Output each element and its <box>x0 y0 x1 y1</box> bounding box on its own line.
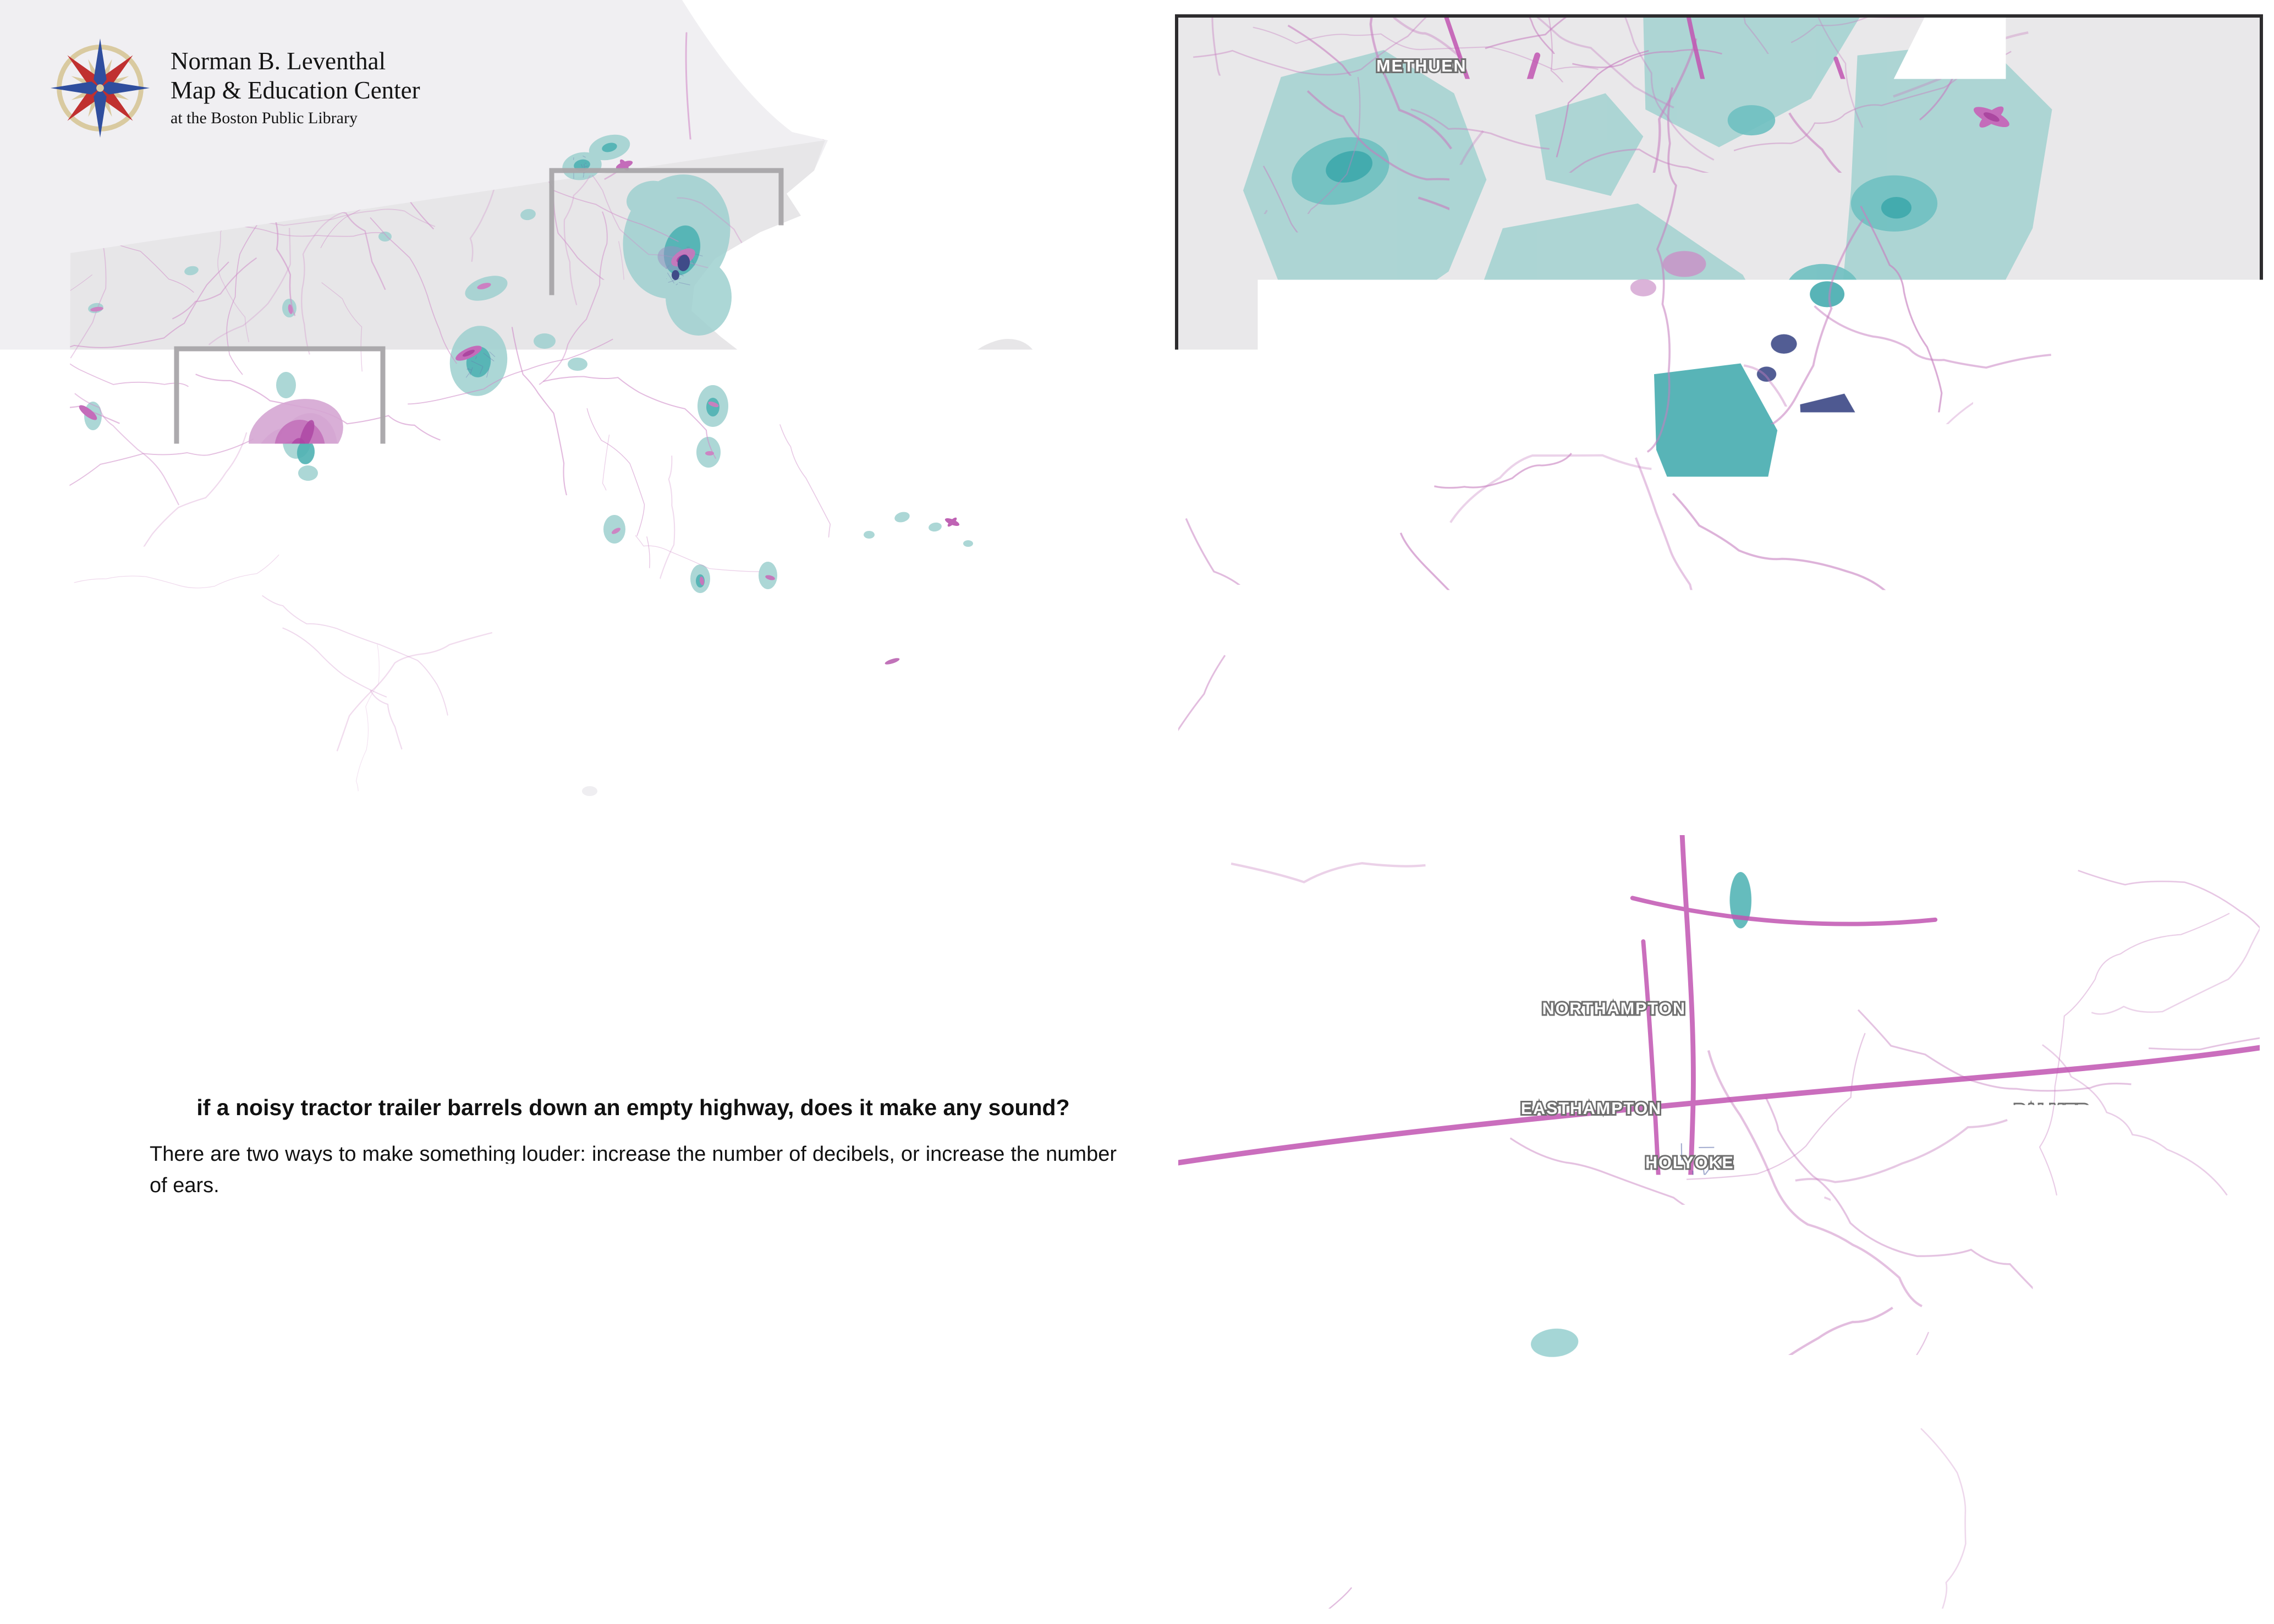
legend-cell <box>955 800 1018 868</box>
bay-inlet <box>674 583 685 677</box>
boston-map: METHUEN LOWELL BEVERLY PEABODY SALEM LYNN WOBU… <box>1178 18 2260 799</box>
map-label: CHICOPEE <box>1733 1187 1829 1205</box>
map-label: WOBURN <box>1524 290 1607 309</box>
legend-x-label: more people <box>954 1011 1117 1041</box>
map-label: WATERTOWN <box>1507 469 1627 487</box>
map-label: PALMER <box>2014 1101 2090 1120</box>
map-label: CAMBRIDGE <box>1564 443 1677 462</box>
map-label: LYNN <box>1760 249 1808 268</box>
street-grid-line <box>1486 508 1490 509</box>
minor-road <box>762 278 821 345</box>
minor-road <box>722 825 841 1048</box>
map-label: MARLBOROUGH <box>1204 603 1352 622</box>
logo-title-line2: Map & Education Center <box>171 76 420 105</box>
map-label: LEXINGTON <box>1432 375 1539 393</box>
map-label: SALEM <box>1830 178 1893 196</box>
map-label: WESTFIELD <box>1547 1296 1654 1314</box>
nantucket <box>1002 638 1086 669</box>
map-label: METHUEN <box>1376 57 1466 75</box>
connecticut-river <box>131 913 138 1161</box>
up-arrow-icon <box>865 947 867 1006</box>
article: if a noisy tractor trailer barrels down … <box>150 1094 1117 1545</box>
map-label: SPRINGFIELD <box>1773 1278 1898 1297</box>
legend-y-label: more noise <box>846 797 876 944</box>
map-label: MALDEN <box>1654 338 1732 356</box>
cape-cod <box>868 352 1027 494</box>
legend-cell <box>1018 936 1081 1005</box>
logo: Norman B. Leventhal Map & Education Cent… <box>46 34 420 142</box>
map-label: NORTHAMPTON <box>1542 999 1686 1018</box>
map-label: LOWELL <box>1275 116 1352 135</box>
logo-subtitle: at the Boston Public Library <box>171 107 420 129</box>
right-arrow-icon <box>887 1027 934 1029</box>
logo-title-line1: Norman B. Leventhal <box>171 47 420 76</box>
map-label: QUINCY <box>1790 613 1862 632</box>
street-grid-line <box>1815 1344 1816 1345</box>
map-label: EASTHAMPTON <box>1521 1099 1662 1118</box>
legend-cell <box>955 936 1018 1005</box>
article-title: if a noisy tractor trailer barrels down … <box>150 1094 1117 1121</box>
poster-root: Norman B. Leventhal Map & Education Cent… <box>0 0 2274 1624</box>
map-label: FRAMINGHAM <box>1264 662 1391 681</box>
map-label: NEWTON <box>1537 542 1618 561</box>
map-label: REVERE <box>1738 345 1813 364</box>
map-label: Massachusetts <box>1980 365 2179 397</box>
hudson-river <box>36 1232 41 1624</box>
legend-cell <box>955 868 1018 936</box>
narragansett-bay <box>641 569 663 748</box>
map-label: MELROSE <box>1641 302 1732 321</box>
legend-grid <box>892 800 1081 1005</box>
map-label: SOMERVILLE <box>1572 421 1691 440</box>
paragraph-1: There are two ways to make something lou… <box>150 1139 1117 1201</box>
map-label: Bay <box>1996 412 2047 443</box>
map-label: BRAINTREE <box>1811 672 1919 690</box>
map-label: BOSTON <box>1700 491 1842 525</box>
overview-section: Norman B. Leventhal Map & Education Cent… <box>0 0 1174 1624</box>
map-label: WINTHROP <box>1805 394 1905 413</box>
springfield-map-panel: NORTHAMPTON EASTHAMPTON HOLYOKE CHICOPEE PAL… <box>1175 832 2263 1612</box>
map-label: BOS <box>1769 446 1803 462</box>
map-label: RANDOLPH <box>1774 731 1877 750</box>
credit-line: Population data (2020) and Census tract … <box>150 1576 1117 1601</box>
paragraph-2: This bivariate map attempts to visualize… <box>150 1232 1117 1326</box>
data-credits: Noise data (2018) courtesy of the Depart… <box>150 1551 1117 1601</box>
map-label: DEDHAM <box>1606 665 1685 684</box>
paragraph-3: Areas with more pink are louder, and are… <box>150 1357 1117 1514</box>
legend-cell <box>892 800 955 868</box>
map-label: BEDFORD <box>1380 316 1470 335</box>
legend-cell <box>892 936 955 1005</box>
legend-cell <box>892 868 955 936</box>
credit-line: Noise data (2018) courtesy of the Depart… <box>150 1551 1117 1576</box>
map-label: AGAWAM <box>1703 1369 1787 1388</box>
minor-road <box>390 723 639 782</box>
map-label: PEABODY <box>1712 170 1802 189</box>
map-label: HOLYOKE <box>1645 1153 1734 1172</box>
boston-map-panel: METHUEN LOWELL BEVERLY PEABODY SALEM LYNN WOBU… <box>1175 14 2263 802</box>
map-label: CONCORD <box>1295 385 1389 404</box>
minor-road <box>615 576 646 729</box>
map-label: WEYMOUTH <box>1913 664 2021 683</box>
map-label: EVERETT <box>1698 384 1783 403</box>
compass-rose-icon <box>46 34 154 142</box>
minor-road <box>405 746 502 772</box>
street-grid-line <box>1359 160 1360 162</box>
map-label: BEVERLY <box>1815 83 1900 101</box>
legend-cell <box>1018 868 1081 936</box>
springfield-map: NORTHAMPTON EASTHAMPTON HOLYOKE CHICOPEE PAL… <box>1178 835 2260 1609</box>
minor-road <box>465 749 626 825</box>
map-label: MEDFORD <box>1572 366 1665 385</box>
legend-cell <box>1018 800 1081 868</box>
